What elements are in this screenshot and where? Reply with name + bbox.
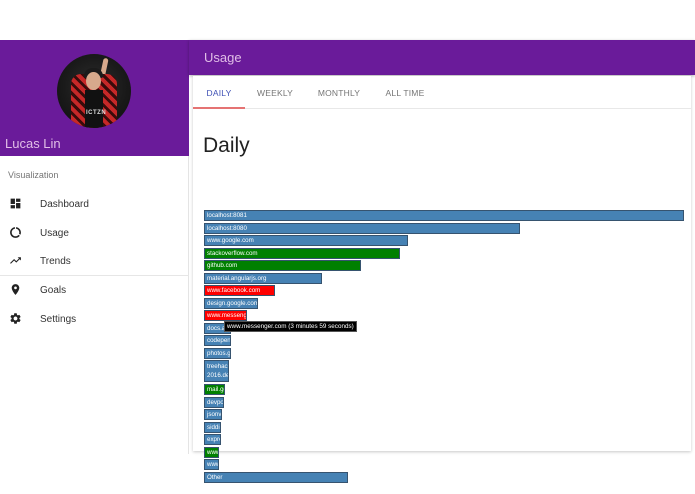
- sidebar: ICTZN Lucas Lin Visualization Dashboard …: [0, 40, 189, 454]
- sidebar-item-label: Trends: [40, 255, 71, 267]
- sidebar-divider: [0, 275, 189, 276]
- chart-bar[interactable]: stackoverflow.com: [204, 247, 400, 259]
- chart-bar[interactable]: localhost:8080: [204, 222, 520, 234]
- sidebar-item-label: Usage: [40, 227, 69, 239]
- trending-up-icon: [10, 257, 21, 264]
- chart-bar[interactable]: devpo…: [204, 396, 224, 408]
- chart-bar[interactable]: mail.go…: [204, 384, 225, 395]
- chart-bar[interactable]: www.messenger.com: [204, 310, 247, 321]
- chart-bar[interactable]: jsonvi…: [204, 409, 222, 420]
- dashboard-icon: [10, 198, 21, 209]
- tab-weekly[interactable]: WEEKLY: [257, 87, 293, 98]
- sidebar-item-trends[interactable]: Trends: [0, 247, 189, 275]
- sidebar-item-settings[interactable]: Settings: [0, 305, 189, 333]
- chart-bar[interactable]: www.facebook.com: [204, 285, 275, 296]
- chart-bar[interactable]: codepen.…: [204, 335, 231, 346]
- chart-bar[interactable]: siddi…: [204, 421, 221, 433]
- tab-all-time[interactable]: ALL TIME: [385, 87, 425, 98]
- chart-bar[interactable]: treehacks 2016.de…: [204, 360, 229, 382]
- chart-bar[interactable]: material.angularjs.org: [204, 272, 322, 284]
- chart-bar[interactable]: Other: [204, 471, 348, 483]
- chart-heading: Daily: [203, 134, 250, 157]
- chart-bar[interactable]: www.google.com: [204, 235, 408, 246]
- app: ICTZN Lucas Lin Visualization Dashboard …: [0, 40, 695, 483]
- sidebar-item-label: Goals: [40, 284, 67, 296]
- avatar[interactable]: ICTZN: [57, 54, 131, 128]
- sidebar-item-label: Dashboard: [40, 198, 89, 210]
- chart-bar[interactable]: photos.go…: [204, 347, 231, 359]
- chart-bar[interactable]: expre…: [204, 434, 221, 445]
- bar-tooltip: www.messenger.com (3 minutes 59 seconds): [224, 321, 357, 332]
- profile-name: Lucas Lin: [5, 136, 61, 151]
- chart-bar[interactable]: www…: [204, 459, 219, 470]
- top-toolbar: Usage: [189, 40, 695, 75]
- sidebar-item-goals[interactable]: Goals: [0, 276, 189, 304]
- donut-icon: [10, 227, 21, 238]
- gear-icon: [10, 313, 21, 324]
- chart-bar[interactable]: github.com: [204, 260, 361, 271]
- active-tab-indicator: [193, 107, 245, 109]
- profile-header: ICTZN Lucas Lin: [0, 40, 189, 156]
- usage-card: DAILY WEEKLY MONTHLY ALL TIME Daily loca…: [193, 76, 691, 483]
- toolbar-title: Usage: [204, 50, 242, 65]
- chart-bar[interactable]: www…: [204, 446, 219, 458]
- tab-monthly[interactable]: MONTHLY: [317, 87, 361, 98]
- sidebar-item-dashboard[interactable]: Dashboard: [0, 190, 189, 218]
- chart-bar[interactable]: localhost:8081: [204, 210, 684, 221]
- sidebar-item-label: Settings: [40, 313, 77, 325]
- tab-daily[interactable]: DAILY: [206, 87, 232, 98]
- chart-bar[interactable]: design.google.com: [204, 297, 258, 309]
- section-label: Visualization: [8, 170, 59, 180]
- place-icon: [11, 284, 20, 295]
- period-tabs: DAILY WEEKLY MONTHLY ALL TIME: [193, 76, 691, 109]
- sidebar-item-usage[interactable]: Usage: [0, 219, 189, 247]
